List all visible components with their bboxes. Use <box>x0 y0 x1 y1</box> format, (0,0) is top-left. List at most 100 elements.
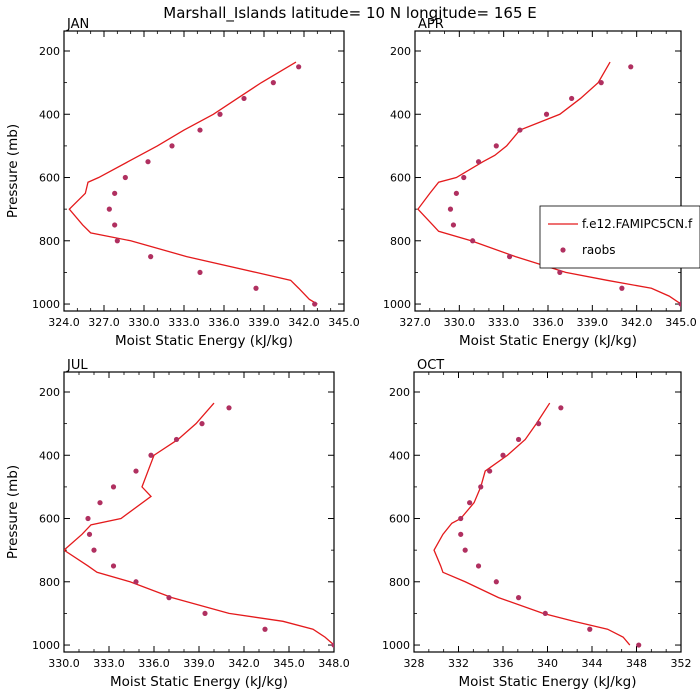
model-profile-line <box>433 402 631 646</box>
raobs-point <box>500 452 506 458</box>
raobs-point <box>557 269 563 276</box>
raobs-point <box>173 436 180 443</box>
raobs-point <box>97 500 103 506</box>
x-tick-label: 333.0 <box>93 657 125 670</box>
x-tick-label: 336.0 <box>138 657 170 670</box>
x-tick-label: 336.0 <box>208 316 240 329</box>
raobs-point <box>493 579 499 585</box>
panel-label: APR <box>418 17 444 32</box>
x-tick-label: 339.0 <box>183 657 215 670</box>
x-tick-label: 327.0 <box>88 316 120 329</box>
x-axis-title: Moist Static Energy (kJ/kg) <box>459 333 637 349</box>
raobs-point <box>253 285 259 291</box>
raobs-point <box>475 159 482 165</box>
y-tick-label: 600 <box>390 172 411 185</box>
raobs-point <box>506 254 513 260</box>
y-tick-label: 400 <box>389 449 410 462</box>
plot-frame <box>414 30 682 312</box>
plot-frame <box>413 371 682 653</box>
y-tick-label: 1000 <box>383 298 411 311</box>
raobs-point <box>217 111 223 117</box>
raobs-point <box>461 174 467 181</box>
raobs-point <box>462 547 468 553</box>
raobs-point <box>91 547 97 553</box>
raobs-point <box>202 610 208 617</box>
panel-label: JAN <box>66 17 89 32</box>
x-tick-label: 336.0 <box>532 316 564 329</box>
raobs-point <box>331 642 334 648</box>
legend-obs-label: raobs <box>582 243 616 257</box>
raobs-point <box>148 452 154 458</box>
x-tick-label: 339.0 <box>577 316 609 329</box>
x-tick-label: 345.0 <box>273 657 305 670</box>
raobs-point <box>133 468 139 474</box>
raobs-point <box>475 563 482 569</box>
x-tick-label: 345.0 <box>665 316 697 329</box>
raobs-point <box>515 595 522 601</box>
y-tick-label: 600 <box>39 513 60 526</box>
legend: f.e12.FAMIPC5CN.f raobs <box>539 205 700 269</box>
x-tick-label: 345.0 <box>328 316 360 329</box>
raobs-point <box>487 468 493 474</box>
raobs-point <box>458 515 464 522</box>
raobs-point <box>453 190 459 196</box>
x-tick-label: 342.0 <box>228 657 260 670</box>
y-tick-label: 600 <box>39 172 60 185</box>
raobs-point <box>133 579 139 585</box>
raobs-point <box>312 301 318 307</box>
raobs-point <box>619 285 625 291</box>
model-profile-line <box>68 61 318 305</box>
raobs-point <box>587 626 593 632</box>
raobs-point <box>569 95 575 102</box>
raobs-point <box>458 531 464 537</box>
model-profile-line <box>417 61 681 305</box>
raobs-point <box>598 80 604 86</box>
x-tick-label: 330.0 <box>444 316 476 329</box>
plot-area <box>68 61 318 307</box>
raobs-point <box>86 531 93 537</box>
figure-title: Marshall_Islands latitude= 10 N longitud… <box>163 4 536 23</box>
y-tick-label: 1000 <box>382 639 410 652</box>
plot-frame <box>63 371 335 653</box>
x-tick-label: 324.0 <box>48 316 80 329</box>
x-tick-label: 348 <box>626 657 647 670</box>
raobs-point <box>226 405 232 411</box>
raobs-point <box>110 563 117 569</box>
x-tick-label: 330.0 <box>128 316 160 329</box>
raobs-point <box>542 610 548 617</box>
x-tick-label: 340 <box>537 657 558 670</box>
x-tick-label: 342.0 <box>288 316 320 329</box>
x-tick-label: 342.0 <box>621 316 653 329</box>
x-tick-label: 330.0 <box>48 657 80 670</box>
legend-model-label: f.e12.FAMIPC5CN.f <box>582 217 693 231</box>
raobs-point <box>148 254 154 260</box>
raobs-point <box>197 127 203 133</box>
raobs-point <box>112 190 118 196</box>
raobs-point <box>197 269 203 276</box>
raobs-point <box>447 206 454 212</box>
raobs-point <box>515 436 522 443</box>
x-tick-label: 328 <box>404 657 425 670</box>
y-tick-label: 200 <box>39 386 60 399</box>
plot-area <box>64 402 334 648</box>
y-tick-label: 1000 <box>32 298 60 311</box>
y-tick-label: 800 <box>389 576 410 589</box>
chart-panel-jan: JAN 324.0 327.0 330.0 333.0 336.0 339.0 342.0 34… <box>5 17 360 349</box>
y-tick-label: 200 <box>389 386 410 399</box>
raobs-point <box>145 159 151 165</box>
panel-label: JUL <box>66 358 88 373</box>
x-tick-label: 348.0 <box>318 657 350 670</box>
raobs-point <box>478 484 484 490</box>
raobs-point <box>450 222 457 228</box>
raobs-point <box>85 515 91 522</box>
raobs-point <box>558 405 564 411</box>
y-tick-label: 400 <box>390 108 411 121</box>
y-tick-label: 400 <box>39 449 60 462</box>
x-tick-label: 336 <box>493 657 514 670</box>
x-axis-title: Moist Static Energy (kJ/kg) <box>459 674 637 690</box>
panels: JAN 324.0 327.0 330.0 333.0 336.0 339.0 342.0 34… <box>5 17 700 690</box>
x-tick-label: 352 <box>671 657 692 670</box>
raobs-point <box>241 95 247 102</box>
y-tick-label: 1000 <box>32 639 60 652</box>
